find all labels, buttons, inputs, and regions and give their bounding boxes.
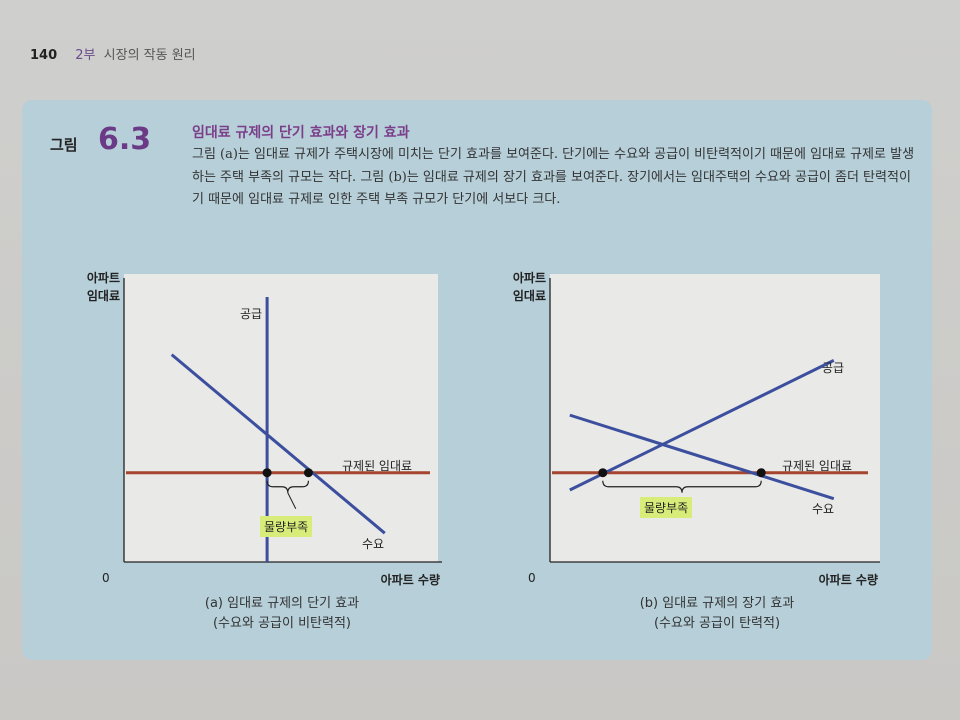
x-axis-label-b: 아파트 수량 xyxy=(819,572,878,587)
intersection-point-a-1 xyxy=(262,468,272,478)
figure-box: 그림 6.3 임대료 규제의 단기 효과와 장기 효과 그림 (a)는 임대료 … xyxy=(22,100,932,660)
intersection-point-b-2 xyxy=(756,468,766,478)
demand-curve-a xyxy=(170,353,386,535)
shortage-label-a: 물량부족 xyxy=(260,516,313,537)
page-header: 140 2부 시장의 작동 원리 xyxy=(30,44,196,63)
supply-label-a: 공급 xyxy=(240,307,262,321)
part-label: 2부 xyxy=(75,48,96,63)
demand-curve-b xyxy=(569,413,835,501)
subcaption-a-line1: (a) 임대료 규제의 단기 효과 xyxy=(204,596,360,611)
supply-label-b: 공급 xyxy=(822,361,844,375)
y-axis-label-a-1: 아파트 xyxy=(87,270,120,285)
x-axis-label-a: 아파트 수량 xyxy=(381,572,440,587)
shortage-brace-b xyxy=(602,480,762,493)
y-axis-label-b-1: 아파트 xyxy=(513,270,546,285)
subcaption-b: (b) 임대료 규제의 장기 효과 (수요와 공급이 탄력적) xyxy=(597,594,837,634)
subcaption-a: (a) 임대료 규제의 단기 효과 (수요와 공급이 비탄력적) xyxy=(162,594,402,634)
figure-label: 그림 xyxy=(50,136,78,154)
chart-panel-a xyxy=(124,274,438,562)
page-number: 140 xyxy=(30,48,58,63)
section-label: 시장의 작동 원리 xyxy=(103,48,196,63)
y-axis-label-b-2: 임대료 xyxy=(513,289,546,303)
shortage-label-b: 물량부족 xyxy=(640,497,693,518)
origin-label-a: 0 xyxy=(102,571,110,585)
shortage-pointer-a xyxy=(287,492,297,509)
supply-curve-b xyxy=(569,359,835,492)
regulated-price-label-b: 규제된 임대료 xyxy=(782,459,852,473)
intersection-point-a-2 xyxy=(303,468,313,478)
demand-label-a: 수요 xyxy=(362,537,384,551)
figure-caption: 그림 (a)는 임대료 규제가 주택시장에 미치는 단기 효과를 보여준다. 단… xyxy=(192,147,915,207)
regulated-price-label-a: 규제된 임대료 xyxy=(342,459,412,473)
subcaption-b-line2: (수요와 공급이 탄력적) xyxy=(653,616,781,631)
demand-label-b: 수요 xyxy=(812,502,834,516)
subcaption-a-line2: (수요와 공급이 비탄력적) xyxy=(212,616,351,631)
intersection-point-b-1 xyxy=(598,468,608,478)
subcaption-b-line1: (b) 임대료 규제의 장기 효과 xyxy=(639,596,795,611)
figure-number: 6.3 xyxy=(98,122,152,157)
origin-label-b: 0 xyxy=(528,571,536,585)
y-axis-label-a-2: 임대료 xyxy=(87,289,120,303)
figure-title: 임대료 규제의 단기 효과와 장기 효과 xyxy=(192,125,410,141)
